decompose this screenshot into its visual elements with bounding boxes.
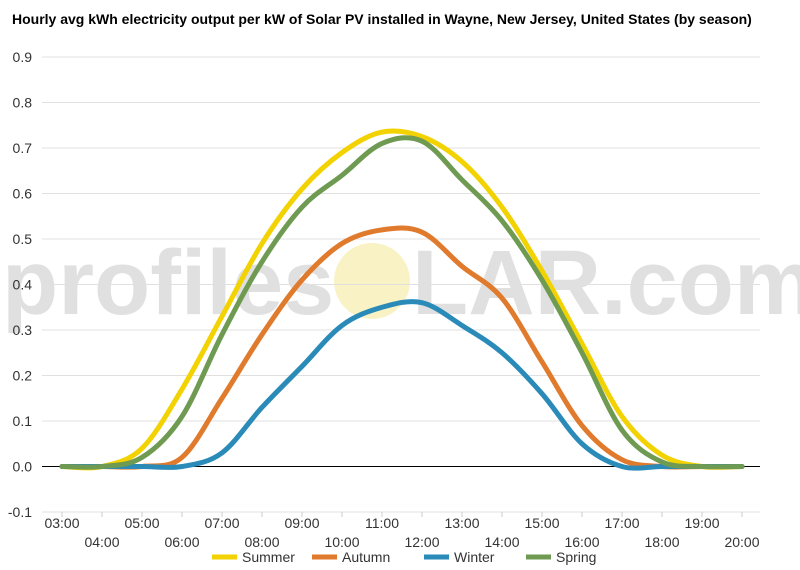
watermark-sun-icon: [334, 243, 410, 319]
y-tick-label: 0.2: [13, 368, 33, 384]
watermark: profiles LAR.com: [2, 232, 800, 334]
x-tick-label: 11:00: [365, 515, 399, 531]
x-tick-label: 17:00: [604, 515, 639, 531]
y-tick-label: 0.0: [13, 459, 33, 475]
x-tick-label: 05:00: [124, 515, 159, 531]
legend-label: Spring: [556, 549, 596, 565]
series-line-spring[interactable]: [59, 135, 745, 470]
series-line-winter[interactable]: [59, 299, 745, 471]
y-tick-label: 0.5: [13, 231, 33, 247]
x-tick-label: 08:00: [244, 534, 279, 550]
series-lines: [59, 128, 745, 471]
series-line-autumn[interactable]: [59, 225, 745, 470]
x-tick-label: 07:00: [204, 515, 239, 531]
grid: [42, 56, 760, 513]
x-tick-label: 16:00: [564, 534, 599, 550]
x-tick-label: 12:00: [404, 534, 439, 550]
legend-item-autumn[interactable]: Autumn: [312, 549, 390, 565]
x-axis: 03:00 04:00 05:00 06:00 07:00 08:00 09:00 10:00…: [44, 512, 760, 550]
x-tick-label: 06:00: [164, 534, 199, 550]
legend[interactable]: Summer Autumn Winter Spring: [212, 549, 596, 565]
watermark-text-right: LAR.com: [412, 232, 800, 334]
legend-item-spring[interactable]: Spring: [526, 549, 596, 565]
legend-label: Summer: [242, 549, 295, 565]
x-tick-label: 13:00: [444, 515, 479, 531]
x-tick-label: 03:00: [44, 515, 79, 531]
y-tick-label: 0.8: [13, 95, 33, 111]
y-tick-label: 0.4: [13, 277, 33, 293]
x-tick-label: 18:00: [644, 534, 679, 550]
legend-label: Winter: [454, 549, 495, 565]
x-tick-label: 20:00: [724, 534, 759, 550]
series-line-summer[interactable]: [59, 128, 745, 471]
y-tick-label: 0.6: [13, 186, 33, 202]
x-tick-label: 14:00: [484, 534, 519, 550]
y-tick-label: -0.1: [8, 504, 32, 520]
watermark-text-left: profiles: [2, 232, 334, 334]
x-tick-label: 09:00: [284, 515, 319, 531]
y-tick-label: 0.1: [13, 413, 33, 429]
x-tick-label: 15:00: [524, 515, 559, 531]
x-tick-label: 04:00: [84, 534, 119, 550]
y-tick-label: 0.3: [13, 322, 33, 338]
x-tick-label: 10:00: [324, 534, 359, 550]
x-tick-label: 19:00: [684, 515, 719, 531]
y-tick-label: 0.7: [13, 140, 33, 156]
legend-item-summer[interactable]: Summer: [212, 549, 295, 565]
y-axis: -0.1 0.0 0.1 0.2 0.3 0.4 0.5 0.6 0.7 0.8 0.9: [8, 49, 32, 520]
legend-item-winter[interactable]: Winter: [424, 549, 495, 565]
legend-label: Autumn: [342, 549, 390, 565]
chart-title: Hourly avg kWh electricity output per kW…: [12, 11, 752, 27]
y-tick-label: 0.9: [13, 49, 33, 65]
